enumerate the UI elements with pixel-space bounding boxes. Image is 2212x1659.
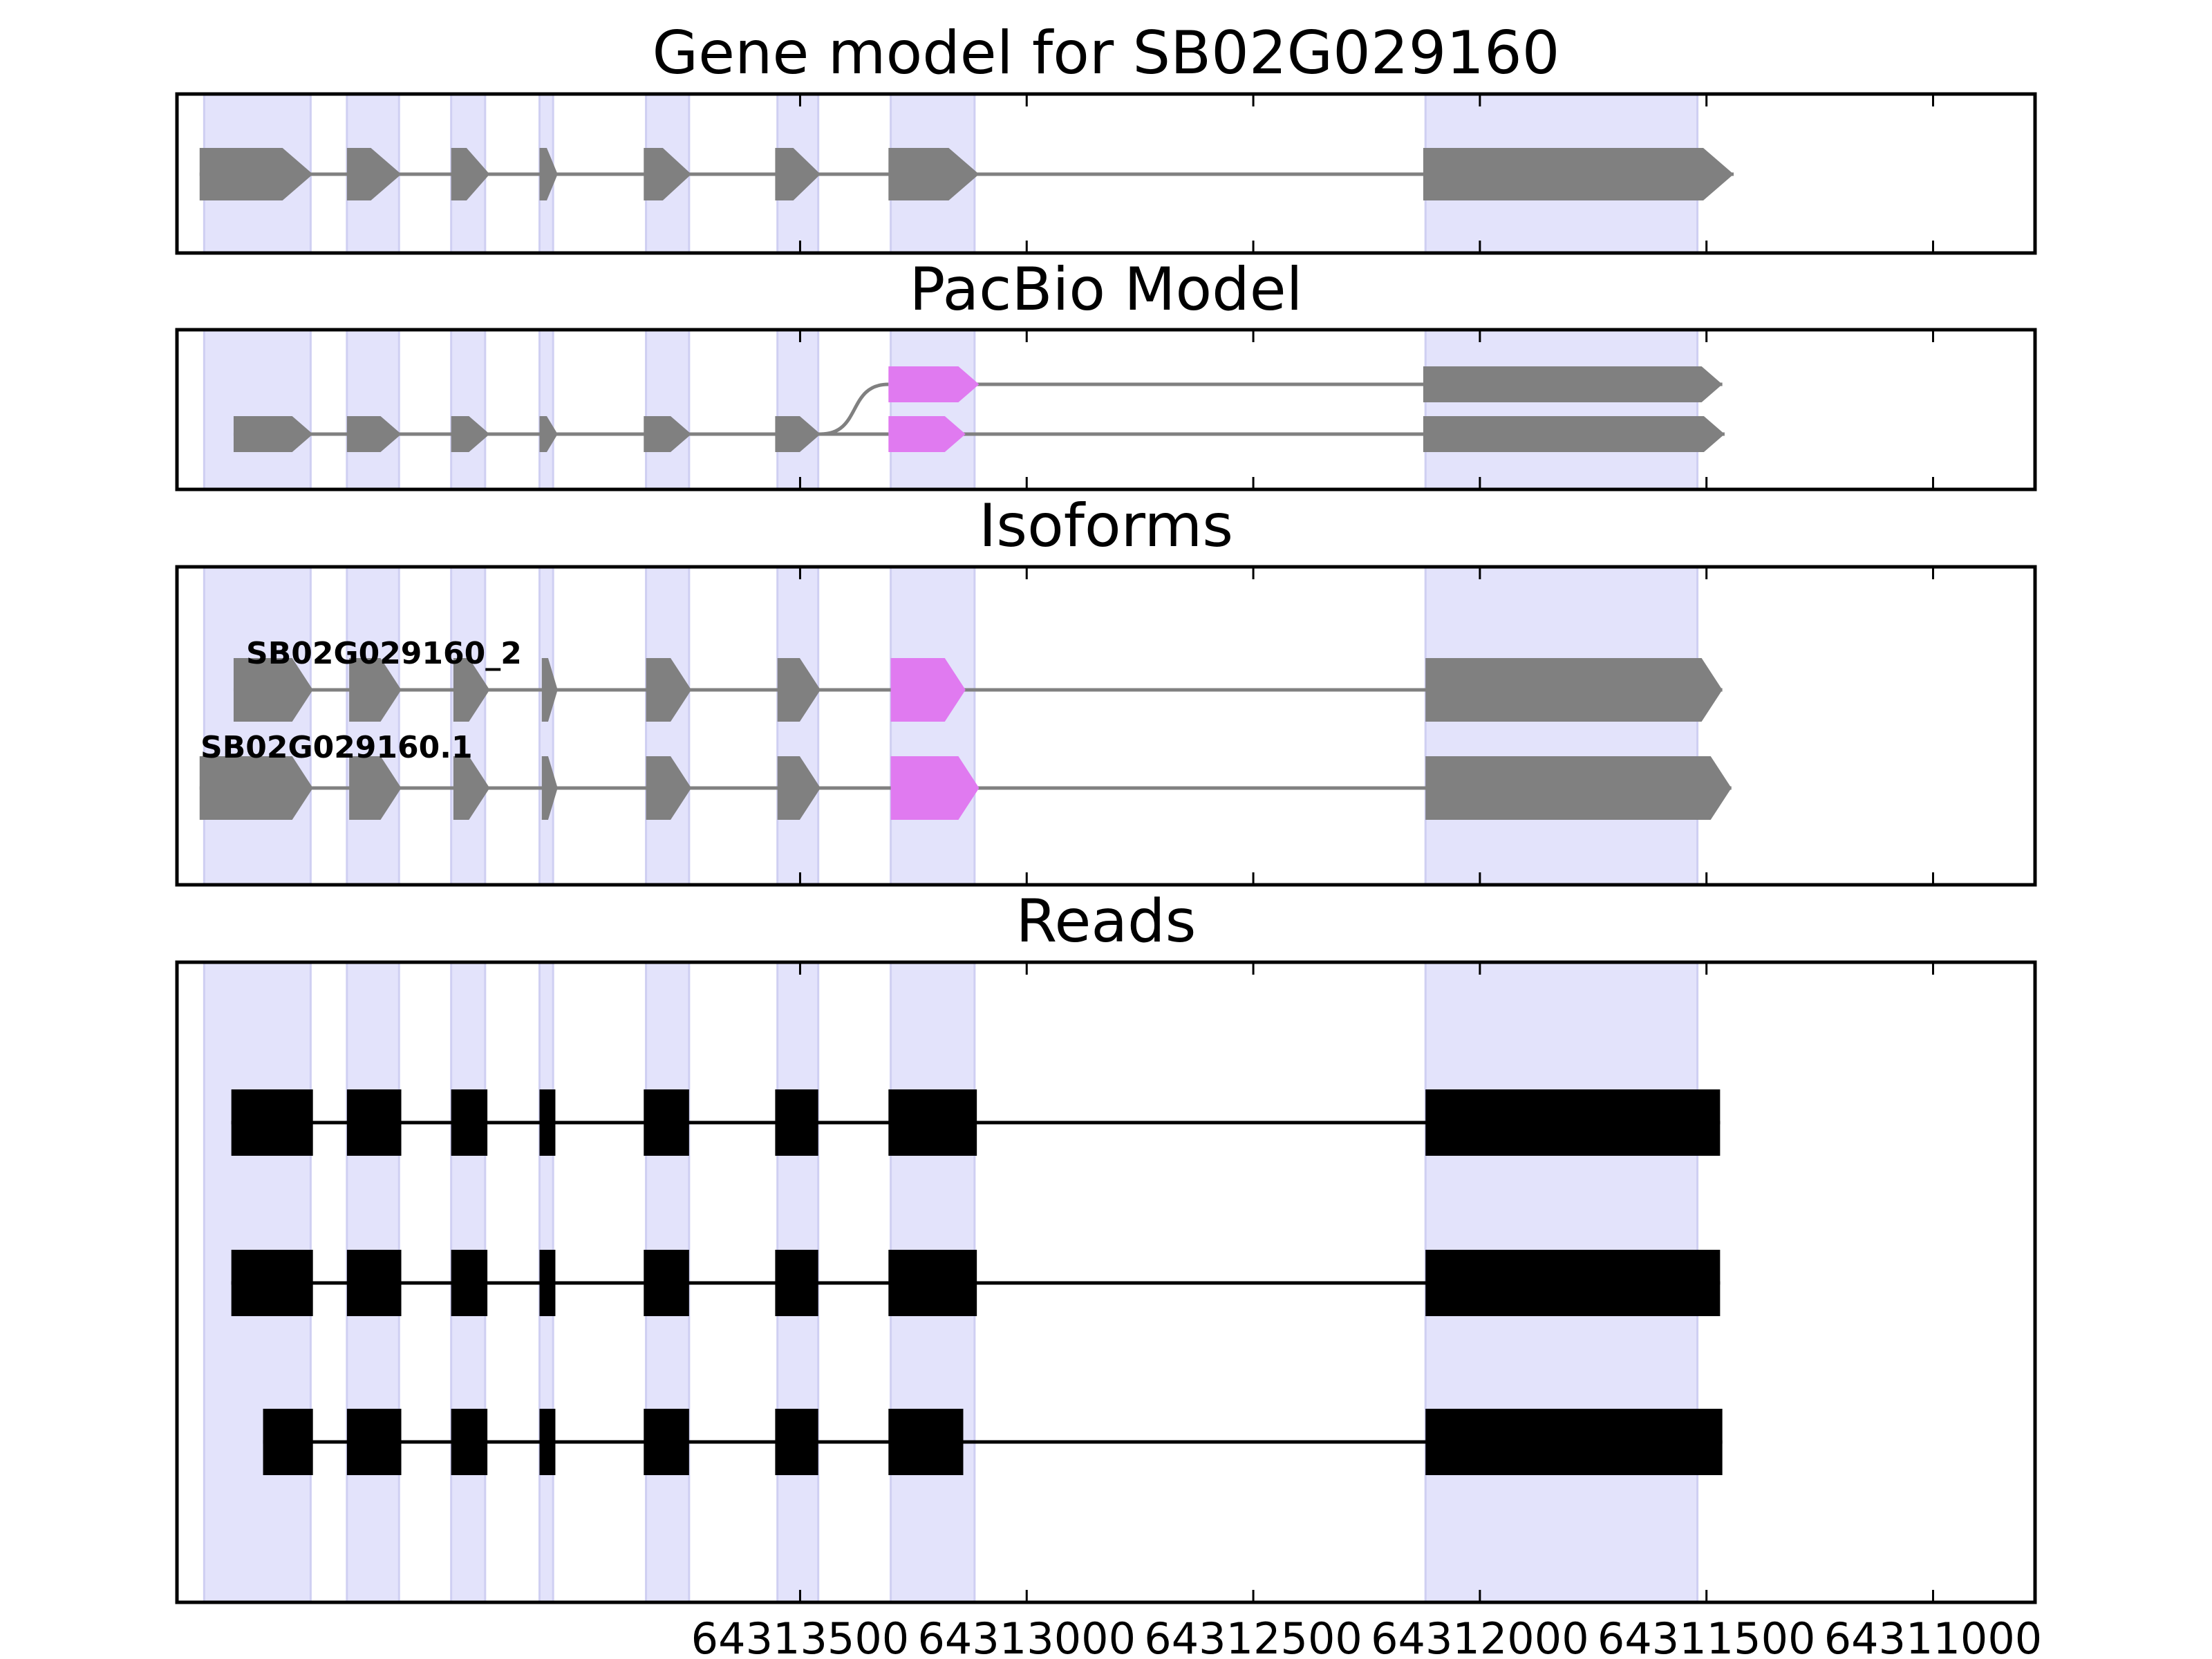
read-block (775, 1409, 818, 1475)
read-block (346, 1250, 402, 1316)
exon-region-shade (1424, 565, 1699, 886)
exon-arrow (539, 148, 558, 200)
isoforms-title: Isoforms (979, 491, 1233, 561)
read-block (231, 1089, 313, 1156)
x-tick-label: 64313000 (917, 1613, 1136, 1659)
exon-region-shade (1424, 328, 1699, 491)
exon-arrow (541, 756, 558, 820)
exon-region-shade (203, 565, 312, 886)
splice-branch-line (820, 382, 889, 436)
reads-panel: Reads (175, 887, 2037, 1604)
panel-frame (175, 92, 2037, 255)
exon-arrow (349, 756, 402, 820)
isoform-label: SB02G029160_2 (246, 636, 522, 671)
x-axis: 64313500 64313000 64312500 64312000 64311500… (691, 1613, 2043, 1659)
read-block (888, 1089, 977, 1156)
exon-arrow (777, 658, 821, 722)
reads-title: Reads (1016, 887, 1197, 956)
x-tick-label: 64311000 (1824, 1613, 2043, 1659)
exon-arrow (646, 658, 692, 722)
exon-region-shade (346, 328, 400, 491)
gene-model-title: Gene model for SB02G029160 (653, 19, 1560, 88)
exon-arrow (1423, 416, 1725, 452)
exon-region-shade (645, 328, 691, 491)
read-block (346, 1409, 402, 1475)
exon-arrow (777, 756, 821, 820)
exon-arrow (1423, 148, 1734, 200)
panel-frame (175, 565, 2037, 887)
isoform-label: SB02G029160.1 (200, 730, 473, 765)
read-block (451, 1409, 488, 1475)
exon-region-shade (450, 565, 487, 886)
exon-arrow (451, 148, 490, 200)
exon-region-shade (450, 328, 487, 491)
exon-arrow (1425, 658, 1723, 722)
highlighted-exon (888, 416, 966, 452)
exon-arrow (541, 658, 558, 722)
exon-arrow (451, 416, 490, 452)
x-tick-label: 64313500 (691, 1613, 910, 1659)
read-block (1425, 1089, 1721, 1156)
x-tick-label: 64312500 (1144, 1613, 1362, 1659)
exon-arrow (644, 148, 692, 200)
x-tick-label: 64312000 (1371, 1613, 1589, 1659)
read-block (644, 1409, 689, 1475)
read-block (644, 1250, 689, 1316)
read-block (775, 1089, 818, 1156)
exon-region-shade (203, 328, 312, 491)
highlighted-exon (890, 756, 980, 820)
exon-arrow (1425, 756, 1732, 820)
exon-region-shade (538, 565, 554, 886)
exon-region-shade (776, 328, 820, 491)
exon-region-shade (346, 565, 400, 886)
read-block (1425, 1250, 1721, 1316)
read-block (539, 1250, 556, 1316)
highlighted-exon (890, 658, 966, 722)
read-block (263, 1409, 313, 1475)
read-block (539, 1089, 556, 1156)
exon-arrow (199, 148, 313, 200)
exon-region-shade (538, 328, 554, 491)
read-block (346, 1089, 402, 1156)
exon-arrow (453, 658, 490, 722)
exon-arrow (349, 658, 402, 722)
x-tick-label: 64311500 (1597, 1613, 1816, 1659)
exon-arrow (1423, 366, 1723, 402)
exon-arrow (233, 416, 313, 452)
pacbio-model-title: PacBio Model (909, 255, 1302, 324)
read-block (451, 1250, 488, 1316)
read-block (451, 1089, 488, 1156)
read-block (1425, 1409, 1723, 1475)
exon-arrow (775, 148, 821, 200)
exon-arrow (346, 416, 402, 452)
read-block (231, 1250, 313, 1316)
read-block (539, 1409, 556, 1475)
exon-arrow (233, 658, 313, 722)
exon-arrow (888, 148, 980, 200)
exon-arrow (346, 148, 402, 200)
read-block (888, 1409, 964, 1475)
exon-arrow (646, 756, 692, 820)
pacbio-model-panel: PacBio Model (175, 255, 2037, 491)
panel-frame (175, 328, 2037, 491)
exon-arrow (453, 756, 490, 820)
exon-arrow (644, 416, 692, 452)
exon-arrow (775, 416, 821, 452)
exon-region-shade (890, 328, 976, 491)
read-block (775, 1250, 818, 1316)
exon-region-shade (776, 565, 820, 886)
highlighted-exon (888, 366, 980, 402)
read-block (644, 1089, 689, 1156)
exon-arrow (199, 756, 313, 820)
read-block (888, 1250, 977, 1316)
exon-region-shade (645, 565, 691, 886)
exon-region-shade (890, 565, 976, 886)
exon-arrow (539, 416, 558, 452)
gene-model-panel: Gene model for SB02G029160 (175, 19, 2037, 255)
isoforms-panel: Isoforms SB02G029160_2 SB02G029160.1 (175, 491, 2037, 887)
panel-frame (175, 960, 2037, 1604)
